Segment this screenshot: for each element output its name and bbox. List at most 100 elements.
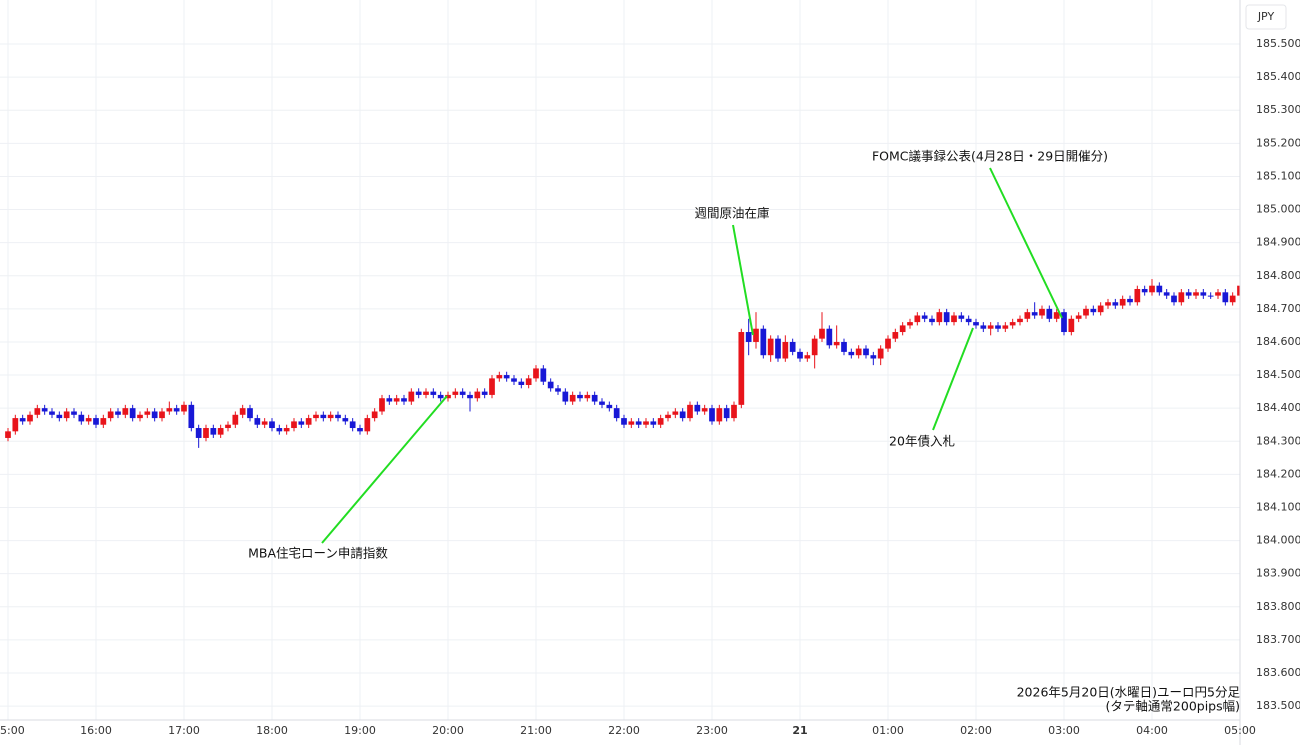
candle-body bbox=[650, 421, 657, 425]
x-tick-label: 21 bbox=[792, 724, 807, 737]
candle-body bbox=[12, 418, 19, 432]
candle-body bbox=[349, 421, 356, 429]
candle-body bbox=[775, 338, 781, 359]
y-tick-label: 184.300 bbox=[1256, 434, 1300, 447]
candle-body bbox=[85, 418, 92, 422]
annotation: 週間原油在庫 bbox=[694, 206, 769, 221]
candle-body bbox=[445, 394, 451, 399]
candle-body bbox=[122, 408, 129, 415]
candle-body bbox=[606, 404, 613, 409]
candle-body bbox=[144, 411, 151, 415]
candle-body bbox=[276, 428, 283, 432]
x-tick-label: 17:00 bbox=[168, 724, 200, 737]
candle-body bbox=[511, 378, 517, 382]
y-tick-label: 185.000 bbox=[1256, 203, 1300, 216]
candle-body bbox=[401, 398, 407, 402]
candle-body bbox=[716, 408, 723, 422]
candle-body bbox=[386, 398, 393, 402]
candle-body bbox=[1163, 292, 1170, 296]
candle-body bbox=[877, 348, 884, 359]
candle-body bbox=[833, 341, 840, 346]
x-tick-label: 16:00 bbox=[80, 724, 112, 737]
candle-body bbox=[1134, 288, 1141, 303]
candle-body bbox=[672, 411, 679, 415]
grid bbox=[0, 0, 1241, 720]
candle-body bbox=[379, 398, 385, 412]
candle-body bbox=[430, 391, 437, 395]
candle-body bbox=[452, 391, 459, 395]
candle-body bbox=[1171, 295, 1177, 303]
candle-body bbox=[1075, 315, 1082, 319]
candle-body bbox=[195, 428, 202, 438]
y-tick-label: 184.900 bbox=[1256, 236, 1300, 249]
candle-body bbox=[635, 421, 642, 425]
y-tick-label: 185.300 bbox=[1256, 103, 1300, 116]
candle-body bbox=[863, 348, 869, 356]
candle-body bbox=[1127, 298, 1133, 303]
candle-body bbox=[760, 328, 767, 356]
candle-body bbox=[885, 338, 891, 349]
candle-body bbox=[819, 328, 825, 339]
x-tick-label: 01:00 bbox=[872, 724, 904, 737]
candle-body bbox=[980, 325, 987, 329]
candle-body bbox=[335, 414, 341, 419]
candle-body bbox=[437, 394, 444, 399]
candle-body bbox=[63, 411, 70, 419]
candle-body bbox=[562, 391, 569, 402]
candle-body bbox=[393, 398, 400, 402]
candle-body bbox=[951, 315, 957, 323]
candle-body bbox=[694, 404, 701, 412]
candle-body bbox=[188, 404, 195, 429]
candle-body bbox=[591, 394, 598, 402]
candle-body bbox=[1207, 295, 1214, 297]
annotation: 20年債入札 bbox=[889, 434, 955, 449]
candle-body bbox=[929, 318, 935, 323]
candle-body bbox=[1046, 308, 1053, 319]
candle-body bbox=[291, 421, 297, 429]
candle-body bbox=[789, 341, 796, 352]
candle-body bbox=[489, 378, 495, 395]
y-tick-label: 184.500 bbox=[1256, 368, 1300, 381]
candle-body bbox=[371, 411, 378, 419]
candle-body bbox=[1178, 292, 1185, 303]
candle-body bbox=[357, 428, 363, 432]
candle-body bbox=[621, 418, 627, 425]
candle-body bbox=[628, 421, 635, 425]
candle-body bbox=[584, 394, 591, 399]
candle-body bbox=[423, 391, 429, 395]
candle-body bbox=[1215, 292, 1221, 296]
candle-body bbox=[987, 325, 994, 329]
candle-body bbox=[753, 328, 759, 342]
candle-body bbox=[1112, 302, 1119, 306]
currency-label: JPY bbox=[1257, 10, 1275, 23]
candle-body bbox=[232, 414, 239, 425]
candle-body bbox=[973, 322, 979, 326]
candle-body bbox=[137, 414, 143, 419]
candle-body bbox=[547, 381, 554, 389]
currency-box bbox=[1245, 4, 1287, 30]
candle-body bbox=[701, 408, 708, 412]
candle-body bbox=[855, 348, 862, 356]
y-tick-label: 183.700 bbox=[1256, 633, 1300, 646]
candle-body bbox=[19, 418, 26, 422]
candle-body bbox=[569, 394, 576, 402]
candle-body bbox=[899, 325, 906, 333]
candle-body bbox=[1053, 312, 1060, 319]
candle-body bbox=[921, 315, 928, 319]
candle-body bbox=[525, 378, 532, 385]
candle-body bbox=[210, 428, 217, 435]
candle-body bbox=[415, 391, 422, 395]
candle-body bbox=[313, 414, 319, 419]
candle-body bbox=[305, 418, 312, 425]
candle-body bbox=[599, 401, 605, 405]
candle-body bbox=[679, 411, 686, 419]
candle-body bbox=[1097, 305, 1104, 313]
candle-body bbox=[613, 408, 620, 419]
candle-body bbox=[870, 355, 877, 359]
y-tick-label: 183.500 bbox=[1256, 699, 1300, 712]
candle-body bbox=[364, 418, 371, 432]
candle-body bbox=[1002, 325, 1009, 329]
x-tick-label: 18:00 bbox=[256, 724, 288, 737]
candle-body bbox=[71, 411, 77, 415]
candle-body bbox=[723, 408, 730, 419]
